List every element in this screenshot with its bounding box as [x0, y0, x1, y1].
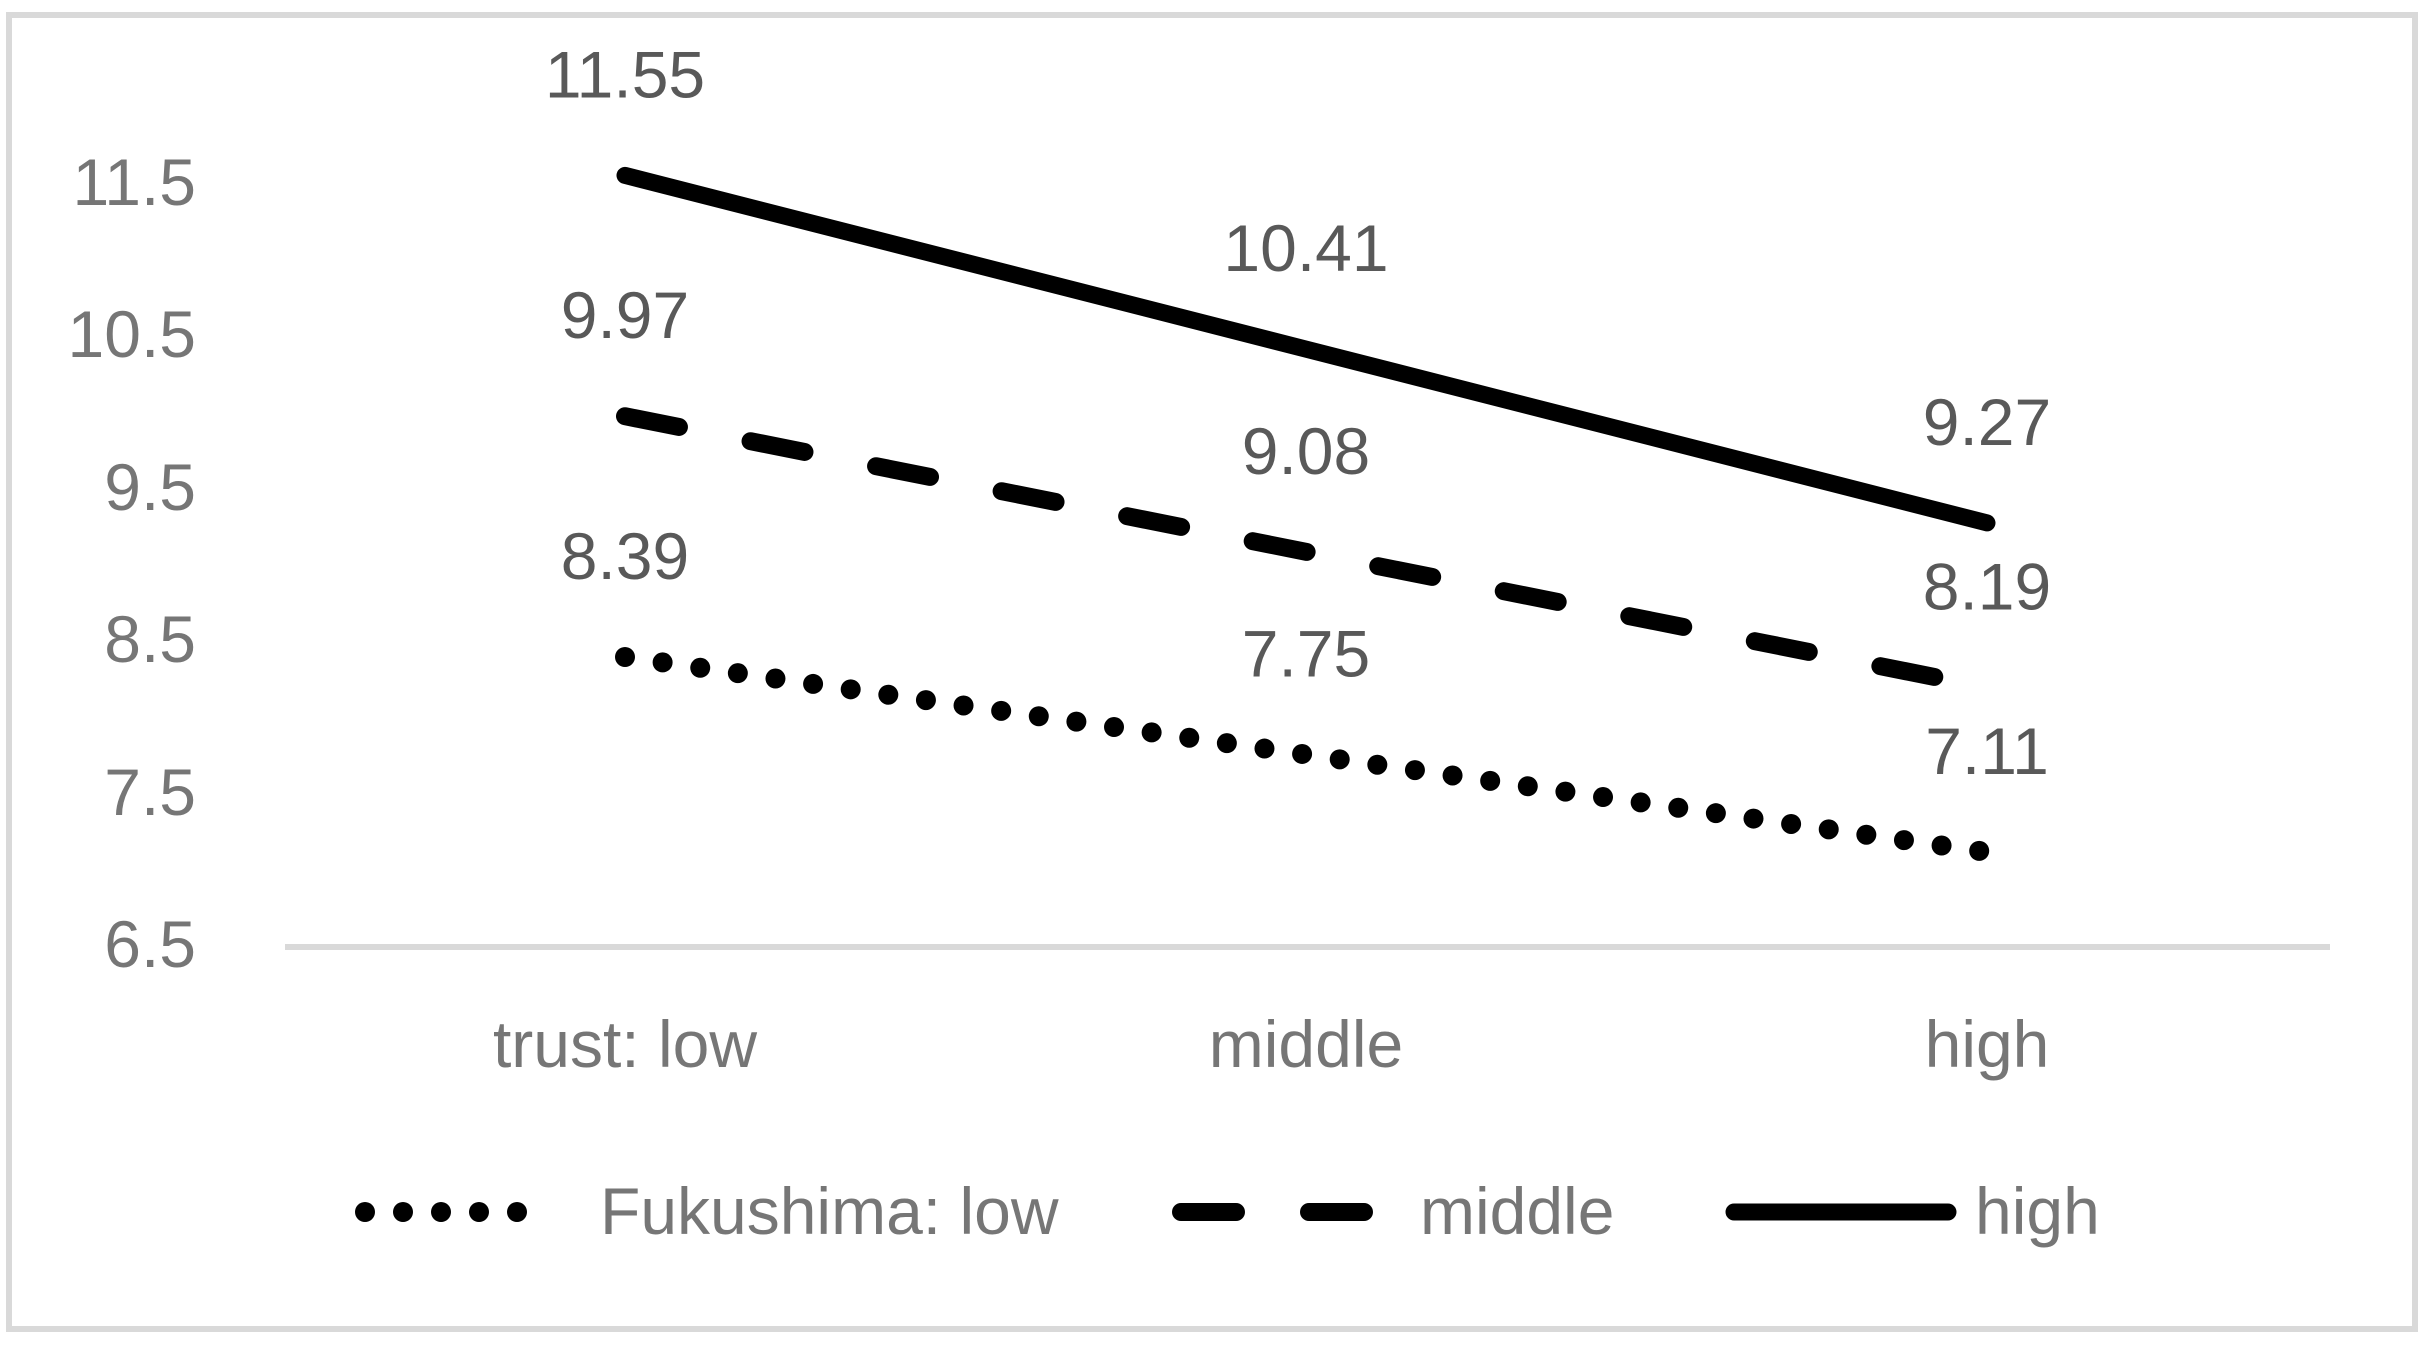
data-label: 7.11: [1925, 714, 2049, 788]
series-lines: [615, 166, 1997, 862]
legend-label-fukushima-low: Fukushima: low: [600, 1174, 1059, 1248]
x-category-label: high: [1925, 1007, 2050, 1081]
legend-label-high: high: [1975, 1174, 2100, 1248]
y-tick-label: 6.5: [104, 907, 196, 981]
series-line-solid: [616, 166, 1996, 532]
data-label: 11.55: [545, 37, 705, 111]
data-label: 8.39: [561, 519, 689, 593]
data-label: 9.27: [1923, 385, 2051, 459]
y-tick-label: 11.5: [72, 145, 196, 219]
data-label: 9.08: [1242, 414, 1370, 488]
x-axis-labels: trust: low middle high: [493, 1007, 2049, 1081]
data-label: 9.97: [561, 278, 689, 352]
data-label: 10.41: [1223, 211, 1388, 285]
series-line-dashed: [616, 407, 1996, 697]
data-labels: 8.39 7.75 7.11 9.97 9.08 8.19 11.55 10.41 9.27: [545, 37, 2051, 788]
y-tick-label: 8.5: [104, 602, 196, 676]
data-label: 8.19: [1923, 549, 2051, 623]
legend: Fukushima: low middle high: [355, 1174, 2100, 1248]
x-category-label: middle: [1209, 1007, 1403, 1081]
data-label: 7.75: [1242, 617, 1370, 691]
series-line-dotted: [615, 647, 1997, 862]
y-tick-label: 7.5: [104, 755, 196, 829]
x-category-label: trust: low: [493, 1007, 757, 1081]
chart-border: [6, 12, 2418, 1332]
y-tick-label: 10.5: [68, 297, 196, 371]
y-axis-labels: 11.5 10.5 9.5 8.5 7.5 6.5: [68, 145, 196, 981]
legend-label-middle: middle: [1420, 1174, 1614, 1248]
y-tick-label: 9.5: [104, 450, 196, 524]
